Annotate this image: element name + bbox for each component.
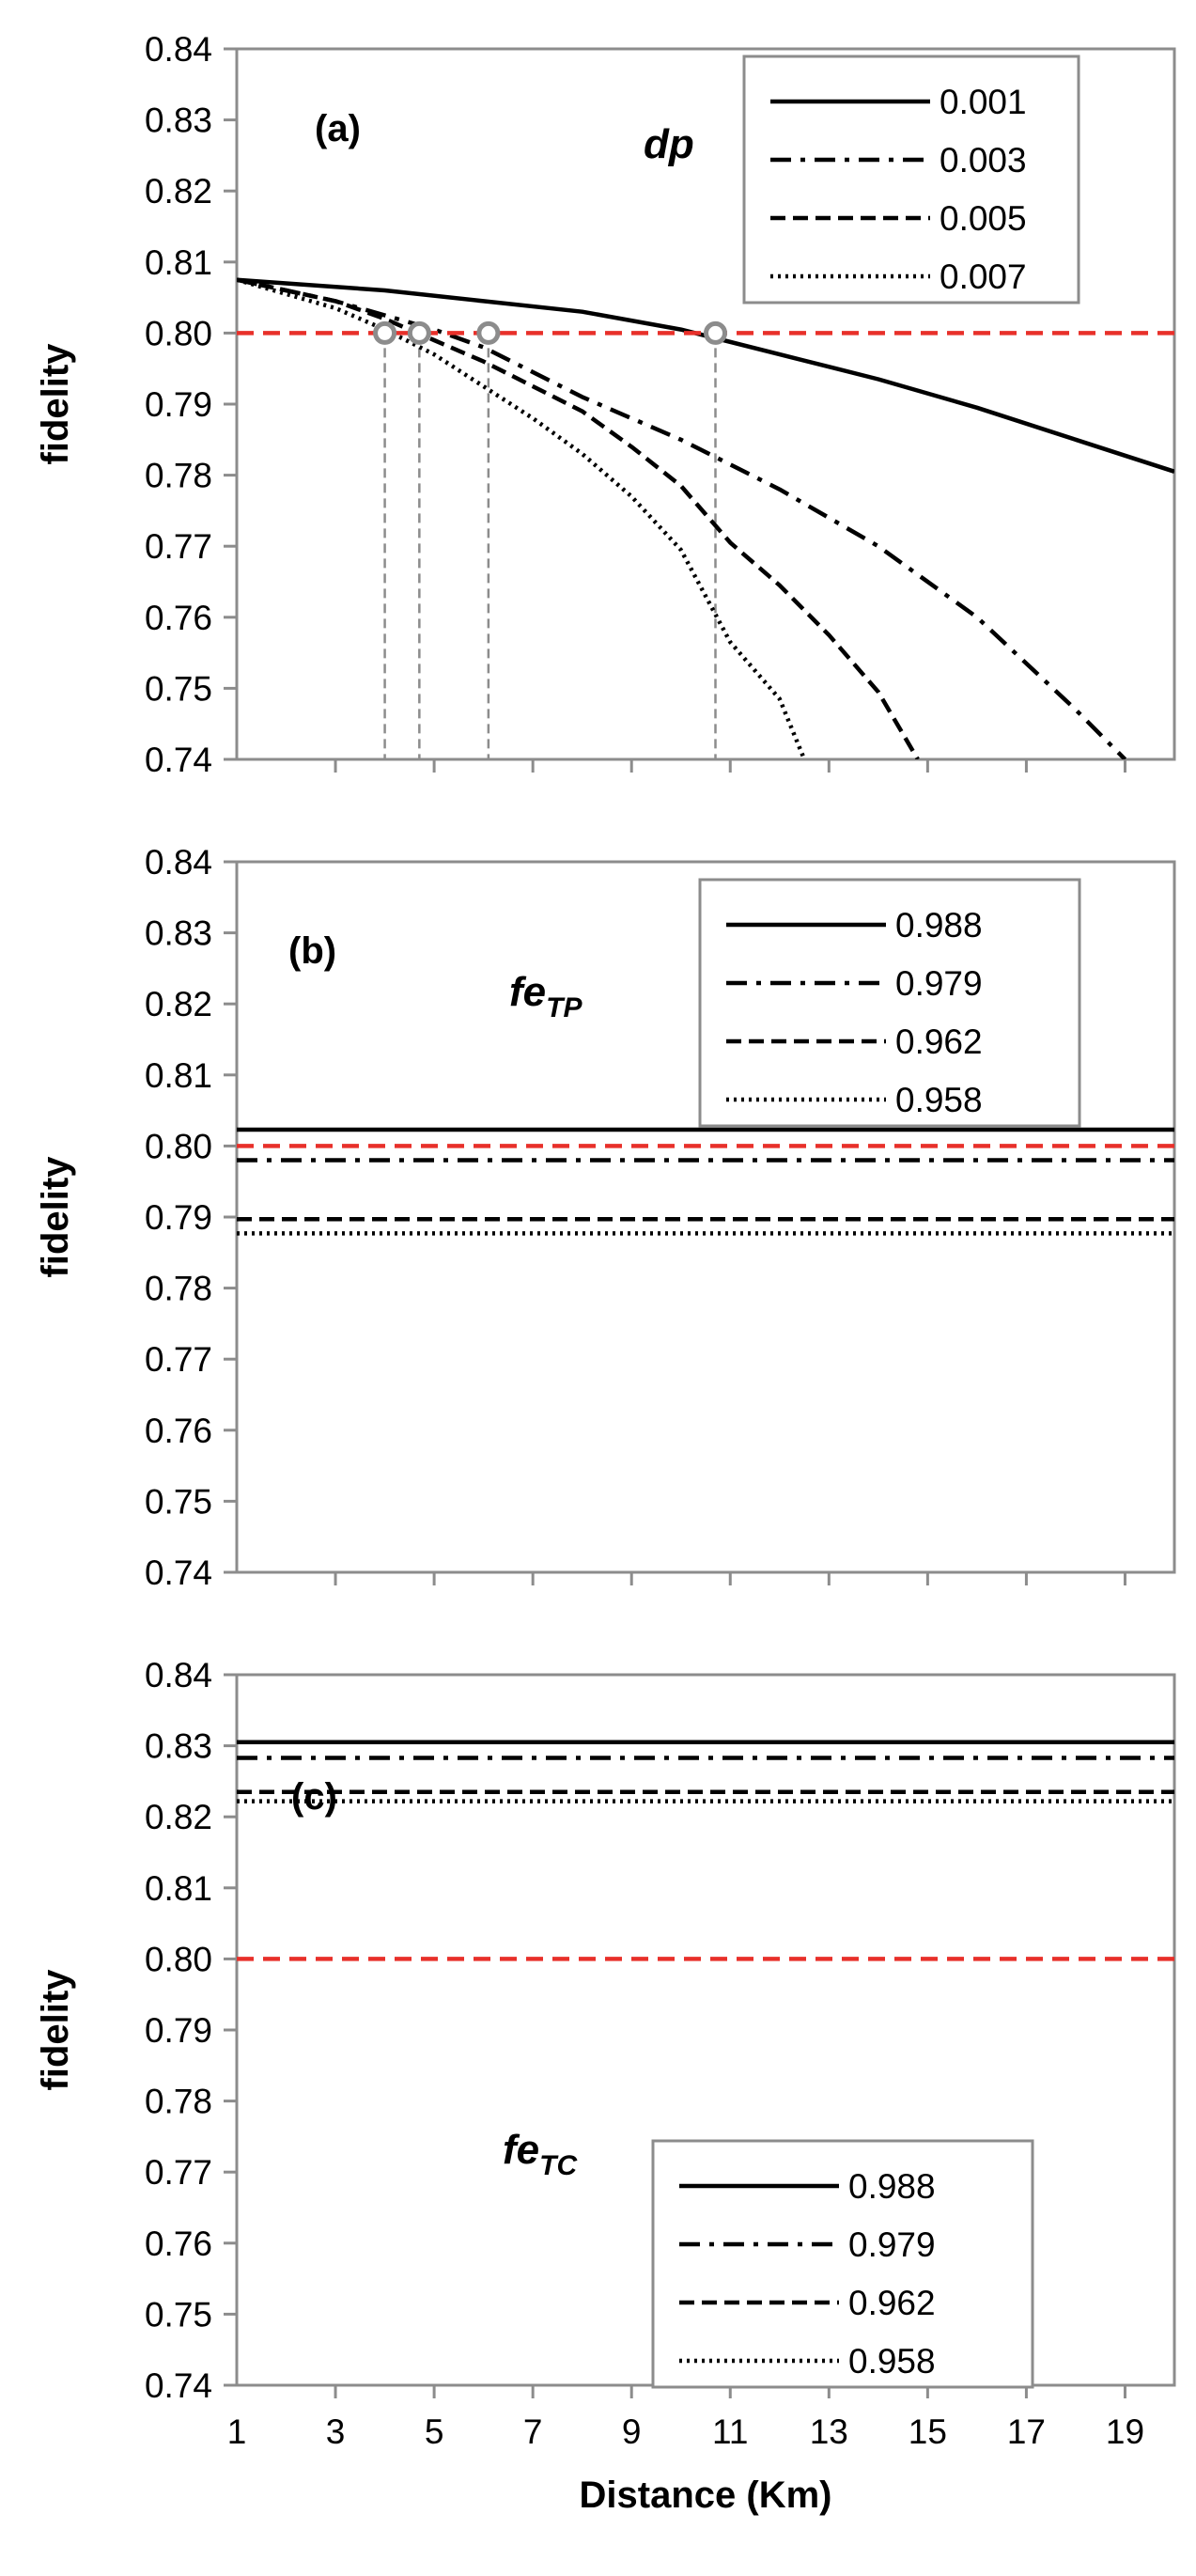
y-tick-label: 0.78 — [145, 1270, 212, 1308]
y-tick-label: 0.84 — [145, 30, 212, 69]
crossing-marker — [407, 320, 431, 345]
x-tick-label: 3 — [326, 2412, 346, 2451]
y-tick-label: 0.74 — [145, 1553, 212, 1592]
y-tick-label: 0.83 — [145, 1727, 212, 1766]
legend-entry-label: 0.962 — [848, 2284, 936, 2322]
y-tick-label: 0.80 — [145, 314, 212, 352]
y-tick-label: 0.82 — [145, 985, 212, 1023]
x-tick-label: 17 — [1007, 2412, 1046, 2451]
y-tick-label: 0.76 — [145, 599, 212, 637]
panel-label: (a) — [315, 108, 361, 149]
y-tick-label: 0.83 — [145, 101, 212, 140]
y-axis-label: fidelity — [35, 1156, 76, 1278]
y-tick-label: 0.83 — [145, 914, 212, 953]
y-tick-label: 0.81 — [145, 1869, 212, 1908]
y-tick-label: 0.79 — [145, 1198, 212, 1237]
y-axis-label: fidelity — [35, 343, 76, 465]
y-tick-label: 0.79 — [145, 385, 212, 424]
y-tick-label: 0.75 — [145, 1482, 212, 1521]
y-tick-label: 0.80 — [145, 1127, 212, 1165]
series-line-0.003 — [237, 277, 1127, 759]
legend: 0.988 0.979 0.962 0.958 — [698, 878, 1081, 1128]
x-tick-label: 9 — [622, 2412, 642, 2451]
y-tick-label: 0.82 — [145, 1798, 212, 1836]
y-tick-label: 0.74 — [145, 2366, 212, 2405]
series-line-0.005 — [237, 277, 920, 759]
y-tick-label: 0.81 — [145, 1056, 212, 1095]
legend-entry-label: 0.005 — [940, 199, 1027, 238]
y-tick-label: 0.78 — [145, 2083, 212, 2121]
parameter-label-subscript: TC — [539, 2150, 578, 2181]
legend-entry-label: 0.988 — [895, 906, 983, 945]
legend-entry-label: 0.007 — [940, 258, 1027, 296]
x-tick-label: 5 — [425, 2412, 444, 2451]
legend-entry-label: 0.979 — [848, 2225, 936, 2264]
y-tick-label: 0.78 — [145, 457, 212, 495]
legend-entry-label: 0.001 — [940, 83, 1027, 121]
y-axis-label: fidelity — [35, 1969, 76, 2091]
legend-box — [742, 55, 1080, 304]
series-line-0.007 — [237, 277, 807, 759]
y-tick-label: 0.77 — [145, 2153, 212, 2192]
y-tick-label: 0.76 — [145, 2225, 212, 2263]
x-tick-label: 11 — [712, 2412, 748, 2451]
chart-panel-2: 0.74 0.75 0.76 0.77 0.78 0.79 0.80 0.81 0.82 0.83… — [35, 843, 1176, 1592]
legend-entry-label: 0.979 — [895, 964, 983, 1003]
y-tick-label: 0.77 — [145, 1340, 212, 1379]
panel-label: (b) — [288, 930, 336, 972]
x-tick-label: 1 — [227, 2412, 247, 2451]
y-tick-label: 0.74 — [145, 741, 212, 779]
chart-panel-3: 0.74 0.75 0.76 0.77 0.78 0.79 0.80 0.81 0.82 0.83… — [35, 1656, 1176, 2516]
y-tick-label: 0.84 — [145, 1656, 212, 1694]
x-axis-label: Distance (Km) — [580, 2475, 832, 2516]
legend-entry-label: 0.958 — [848, 2342, 936, 2381]
x-tick-label: 15 — [909, 2412, 947, 2451]
legend-entry-label: 0.962 — [895, 1023, 983, 1061]
legend-entry-label: 0.003 — [940, 141, 1027, 180]
legend-box — [698, 878, 1081, 1128]
series-line-0.001 — [237, 277, 1174, 474]
y-tick-label: 0.79 — [145, 2011, 212, 2050]
y-tick-label: 0.80 — [145, 1940, 212, 1978]
crossing-marker — [704, 320, 728, 345]
legend-box — [651, 2139, 1034, 2389]
legend: 0.001 0.003 0.005 0.007 — [742, 55, 1080, 304]
y-tick-label: 0.75 — [145, 2295, 212, 2334]
parameter-label: dp — [644, 121, 694, 167]
y-tick-label: 0.81 — [145, 243, 212, 282]
legend: 0.988 0.979 0.962 0.958 — [651, 2139, 1034, 2389]
plot-area — [237, 1740, 1174, 1961]
y-tick-label: 0.77 — [145, 527, 212, 566]
x-tick-label: 7 — [523, 2412, 543, 2451]
crossing-marker — [476, 320, 501, 345]
y-tick-label: 0.82 — [145, 172, 212, 211]
x-tick-label: 19 — [1106, 2412, 1144, 2451]
legend-entry-label: 0.958 — [895, 1081, 983, 1119]
y-tick-label: 0.75 — [145, 669, 212, 708]
chart-panel-1: 0.74 0.75 0.76 0.77 0.78 0.79 0.80 0.81 0.82 0.83… — [35, 30, 1176, 779]
plot-area — [237, 277, 1174, 759]
x-tick-label: 13 — [810, 2412, 848, 2451]
plot-area — [237, 1127, 1174, 1236]
parameter-label-subscript: TP — [546, 992, 582, 1023]
legend-entry-label: 0.988 — [848, 2167, 936, 2206]
y-tick-label: 0.84 — [145, 843, 212, 882]
parameter-label: feTC — [503, 2127, 578, 2181]
y-tick-label: 0.76 — [145, 1412, 212, 1450]
crossing-marker — [373, 320, 397, 345]
panel-label: (c) — [291, 1776, 337, 1818]
parameter-label: feTP — [509, 969, 582, 1023]
